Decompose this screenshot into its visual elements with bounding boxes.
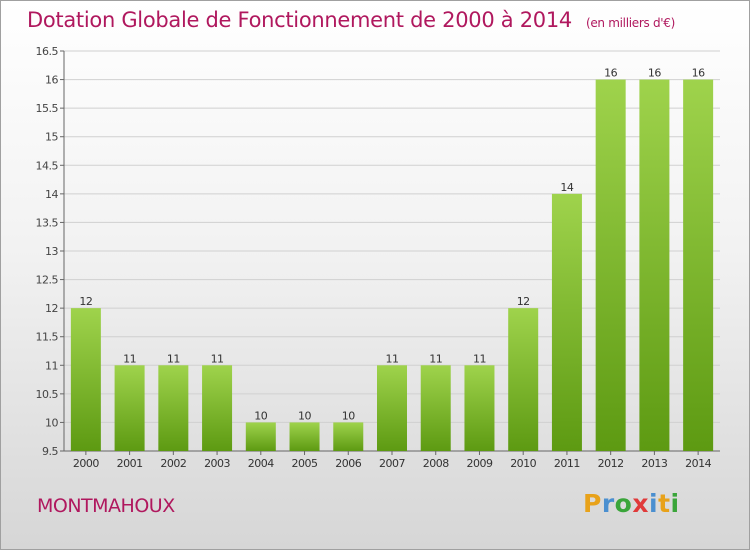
y-tick-label: 9.5: [42, 445, 58, 458]
data-label: 16: [648, 67, 661, 80]
bar: [508, 308, 539, 451]
logo-letter: o: [614, 489, 633, 518]
data-label: 10: [254, 409, 267, 422]
chart-title: Dotation Globale de Fonctionnement de 20…: [27, 8, 675, 32]
commune-name: MONTMAHOUX: [37, 495, 175, 517]
y-tick-label: 11.5: [36, 331, 59, 344]
x-tick-label: 2012: [598, 457, 624, 470]
bar: [377, 365, 407, 451]
y-tick-label: 13: [45, 245, 58, 258]
bar: [70, 308, 101, 451]
data-label: 11: [123, 352, 136, 365]
y-tick-label: 14.5: [36, 159, 59, 172]
x-tick-label: 2001: [117, 457, 143, 470]
logo-letter: t: [658, 489, 671, 518]
x-tick-label: 2000: [73, 457, 99, 470]
y-tick-label: 15: [45, 131, 58, 144]
y-tick-label: 12.5: [36, 274, 59, 287]
x-tick-label: 2008: [423, 457, 449, 470]
data-label: 12: [79, 295, 92, 308]
bar: [158, 365, 189, 451]
bar: [245, 422, 276, 451]
data-label: 12: [517, 295, 530, 308]
x-tick-label: 2013: [641, 457, 667, 470]
x-tick-label: 2006: [335, 457, 361, 470]
bars: [70, 79, 714, 452]
x-tick-label: 2011: [554, 457, 580, 470]
bar: [202, 365, 233, 451]
unit-label: (en milliers d'€): [585, 16, 675, 30]
x-tick-label: 2007: [379, 457, 405, 470]
x-tick-label: 2009: [466, 457, 492, 470]
x-tick-label: 2004: [248, 457, 274, 470]
bar: [595, 79, 626, 452]
data-label: 10: [342, 409, 355, 422]
y-tick-label: 10: [45, 416, 58, 429]
title-text: Dotation Globale de Fonctionnement de 20…: [27, 8, 572, 32]
data-label: 16: [604, 67, 617, 80]
data-label: 14: [560, 181, 573, 194]
proxiti-logo: Proxiti: [583, 489, 680, 518]
y-tick-label: 14: [45, 188, 58, 201]
data-label: 16: [692, 67, 705, 80]
x-tick-label: 2014: [685, 457, 711, 470]
logo-letter: r: [601, 489, 615, 518]
logo-letter: P: [583, 489, 602, 518]
data-label: 10: [298, 409, 311, 422]
y-tick-label: 15.5: [36, 102, 59, 115]
bar: [683, 79, 714, 452]
data-label: 11: [211, 352, 224, 365]
bar: [464, 365, 495, 451]
bar: [114, 365, 145, 451]
y-tick-label: 11: [45, 359, 58, 372]
data-label: 11: [167, 352, 180, 365]
data-labels: 12 11 11 11 10 10 10 11 11 11 12 14 16 16 16: [79, 67, 705, 423]
logo-letter: i: [670, 489, 680, 518]
data-label: 11: [429, 352, 442, 365]
y-tick-label: 16: [45, 74, 58, 87]
x-tick-label: 2003: [204, 457, 230, 470]
bar: [639, 79, 670, 452]
data-label: 11: [386, 352, 399, 365]
x-tick-label: 2005: [292, 457, 318, 470]
bar: [333, 422, 364, 451]
data-label: 11: [473, 352, 486, 365]
bar: [551, 193, 582, 451]
logo-letter: x: [632, 489, 649, 518]
x-tick-label: 2010: [510, 457, 536, 470]
logo-letter: i: [649, 489, 659, 518]
y-tick-label: 10.5: [36, 388, 59, 401]
x-tick-label: 2002: [160, 457, 186, 470]
y-tick-label: 16.5: [36, 45, 59, 58]
bar: [289, 422, 320, 451]
y-tick-label: 13.5: [36, 216, 59, 229]
bar: [420, 365, 451, 451]
y-tick-label: 12: [45, 302, 58, 315]
